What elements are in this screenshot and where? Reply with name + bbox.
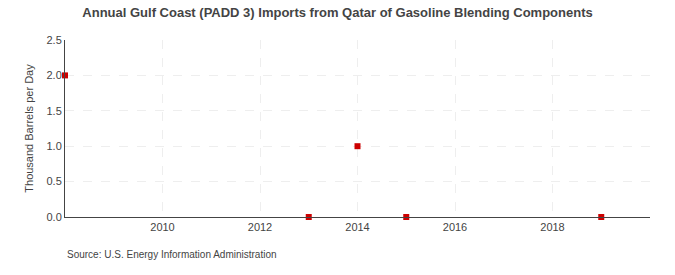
svg-text:2.5: 2.5 <box>47 34 62 46</box>
svg-text:0.0: 0.0 <box>47 211 62 223</box>
svg-text:0.5: 0.5 <box>47 175 62 187</box>
svg-text:2.0: 2.0 <box>47 69 62 81</box>
svg-text:2012: 2012 <box>248 221 272 233</box>
svg-text:1.5: 1.5 <box>47 105 62 117</box>
svg-text:2014: 2014 <box>345 221 369 233</box>
svg-text:1.0: 1.0 <box>47 140 62 152</box>
svg-text:Annual Gulf Coast (PADD 3) Imp: Annual Gulf Coast (PADD 3) Imports from … <box>82 5 592 20</box>
svg-text:2018: 2018 <box>540 221 564 233</box>
svg-text:Thousand Barrels per Day: Thousand Barrels per Day <box>23 64 35 193</box>
svg-text:Source: U.S. Energy Informatio: Source: U.S. Energy Information Administ… <box>67 249 277 260</box>
svg-text:2010: 2010 <box>150 221 174 233</box>
svg-text:2016: 2016 <box>443 221 467 233</box>
